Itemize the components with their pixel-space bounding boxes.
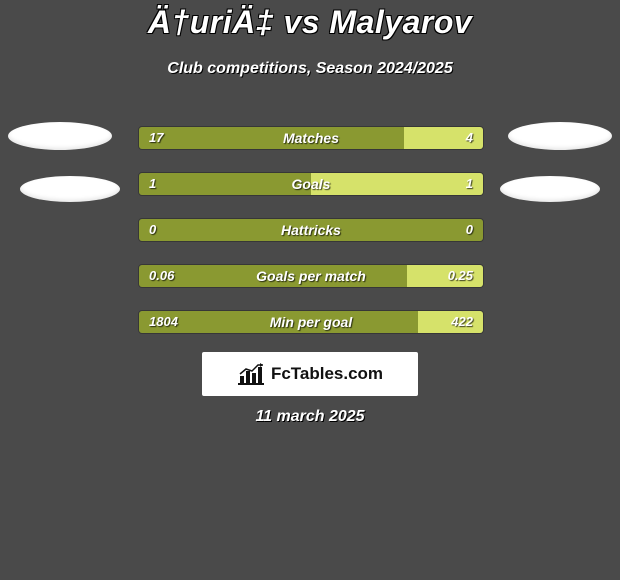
stat-row-goals-per-match: 0.060.25Goals per match: [138, 264, 484, 288]
comparison-infographic: Ä†uriÄ‡ vs Malyarov Club competitions, S…: [0, 0, 620, 580]
stat-value-left: 0: [139, 219, 166, 241]
stat-value-right: 4: [456, 127, 483, 149]
stat-row-matches: 174Matches: [138, 126, 484, 150]
stat-bar-left: [139, 127, 404, 149]
avatar-placeholder-0: [8, 122, 112, 150]
stat-value-right: 422: [441, 311, 483, 333]
date-label: 11 march 2025: [0, 408, 620, 426]
avatar-placeholder-3: [500, 176, 600, 202]
stat-value-left: 1804: [139, 311, 188, 333]
stat-bar-left: [139, 219, 483, 241]
page-title: Ä†uriÄ‡ vs Malyarov: [0, 4, 620, 41]
stat-value-left: 0.06: [139, 265, 184, 287]
source-logo: FcTables.com: [202, 352, 418, 396]
page-subtitle: Club competitions, Season 2024/2025: [0, 60, 620, 78]
stat-row-hattricks: 00Hattricks: [138, 218, 484, 242]
stat-row-min-per-goal: 1804422Min per goal: [138, 310, 484, 334]
source-logo-text: FcTables.com: [271, 364, 383, 384]
stat-value-right: 0.25: [438, 265, 483, 287]
avatar-placeholder-1: [508, 122, 612, 150]
avatar-placeholder-2: [20, 176, 120, 202]
bar-chart-icon: [237, 363, 265, 385]
stat-value-right: 1: [456, 173, 483, 195]
stat-value-right: 0: [456, 219, 483, 241]
stat-row-goals: 11Goals: [138, 172, 484, 196]
stat-value-left: 1: [139, 173, 166, 195]
stat-value-left: 17: [139, 127, 173, 149]
